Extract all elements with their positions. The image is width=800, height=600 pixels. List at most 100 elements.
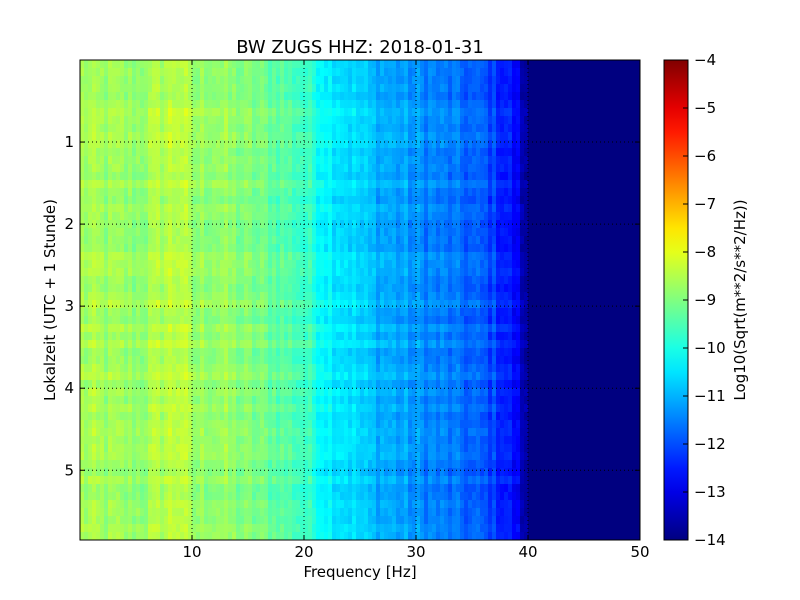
heatmap-cell: [484, 204, 489, 213]
heatmap-cell: [316, 60, 321, 69]
heatmap-cell: [536, 284, 541, 293]
heatmap-cell: [608, 108, 613, 117]
heatmap-cell: [404, 180, 409, 189]
heatmap-cell: [212, 276, 217, 285]
heatmap-cell: [324, 164, 329, 173]
heatmap-cell: [448, 92, 453, 101]
heatmap-cell: [504, 244, 509, 253]
heatmap-cell: [440, 172, 445, 181]
heatmap-cell: [116, 84, 121, 93]
heatmap-cell: [472, 324, 477, 333]
heatmap-cell: [264, 292, 269, 301]
heatmap-cell: [568, 220, 573, 229]
heatmap-cell: [592, 220, 597, 229]
heatmap-cell: [432, 100, 437, 109]
heatmap-cell: [560, 132, 565, 141]
heatmap-cell: [152, 180, 157, 189]
heatmap-cell: [448, 188, 453, 197]
heatmap-cell: [476, 324, 481, 333]
heatmap-cell: [596, 308, 601, 317]
heatmap-cell: [576, 196, 581, 205]
heatmap-cell: [232, 188, 237, 197]
heatmap-cell: [432, 220, 437, 229]
heatmap-cell: [220, 188, 225, 197]
heatmap-cell: [252, 196, 257, 205]
heatmap-cell: [464, 236, 469, 245]
heatmap-cell: [488, 300, 493, 309]
heatmap-cell: [388, 100, 393, 109]
heatmap-cell: [160, 260, 165, 269]
heatmap-cell: [224, 284, 229, 293]
heatmap-cell: [568, 284, 573, 293]
heatmap-cell: [252, 268, 257, 277]
heatmap-cell: [408, 172, 413, 181]
heatmap-cell: [180, 308, 185, 317]
heatmap-cell: [544, 268, 549, 277]
heatmap-cell: [256, 204, 261, 213]
heatmap-cell: [316, 228, 321, 237]
heatmap-cell: [300, 180, 305, 189]
heatmap-cell: [588, 148, 593, 157]
heatmap-cell: [548, 132, 553, 141]
heatmap-cell: [532, 276, 537, 285]
heatmap-cell: [324, 284, 329, 293]
heatmap-cell: [232, 84, 237, 93]
heatmap-cell: [516, 116, 521, 125]
heatmap-cell: [252, 172, 257, 181]
heatmap-cell: [336, 204, 341, 213]
heatmap-cell: [520, 68, 525, 77]
heatmap-cell: [104, 76, 109, 85]
heatmap-cell: [564, 180, 569, 189]
heatmap-cell: [408, 308, 413, 317]
heatmap-cell: [380, 244, 385, 253]
heatmap-cell: [196, 116, 201, 125]
heatmap-cell: [612, 140, 617, 149]
heatmap-cell: [364, 332, 369, 341]
heatmap-cell: [636, 268, 640, 277]
heatmap-cell: [320, 76, 325, 85]
heatmap-cell: [620, 284, 625, 293]
heatmap-cell: [120, 308, 125, 317]
heatmap-cell: [360, 188, 365, 197]
heatmap-cell: [352, 188, 357, 197]
heatmap-cell: [108, 76, 113, 85]
heatmap-cell: [156, 324, 161, 333]
heatmap-cell: [468, 300, 473, 309]
heatmap-cell: [608, 284, 613, 293]
heatmap-cell: [300, 252, 305, 261]
heatmap-cell: [308, 180, 313, 189]
heatmap-cell: [312, 204, 317, 213]
heatmap-cell: [312, 132, 317, 141]
heatmap-cell: [512, 108, 517, 117]
heatmap-cell: [460, 236, 465, 245]
heatmap-cell: [424, 100, 429, 109]
heatmap-cell: [248, 92, 253, 101]
heatmap-cell: [240, 60, 245, 69]
heatmap-cell: [388, 204, 393, 213]
heatmap-cell: [516, 92, 521, 101]
heatmap-cell: [232, 116, 237, 125]
heatmap-cell: [444, 172, 449, 181]
heatmap-cell: [508, 284, 513, 293]
heatmap-cell: [580, 140, 585, 149]
heatmap-cell: [292, 276, 297, 285]
heatmap-cell: [292, 340, 297, 349]
heatmap-cell: [244, 244, 249, 253]
heatmap-cell: [164, 164, 169, 173]
heatmap-cell: [496, 60, 501, 69]
heatmap-cell: [248, 140, 253, 149]
heatmap-cell: [408, 156, 413, 165]
heatmap-cell: [624, 92, 629, 101]
heatmap-cell: [116, 124, 121, 133]
heatmap-cell: [264, 228, 269, 237]
heatmap-cell: [356, 316, 361, 325]
heatmap-cell: [332, 300, 337, 309]
heatmap-cell: [208, 228, 213, 237]
heatmap-cell: [556, 116, 561, 125]
heatmap-cell: [616, 188, 621, 197]
heatmap-cell: [196, 300, 201, 309]
heatmap-cell: [396, 196, 401, 205]
heatmap-cell: [232, 300, 237, 309]
heatmap-cell: [504, 212, 509, 221]
heatmap-cell: [208, 276, 213, 285]
